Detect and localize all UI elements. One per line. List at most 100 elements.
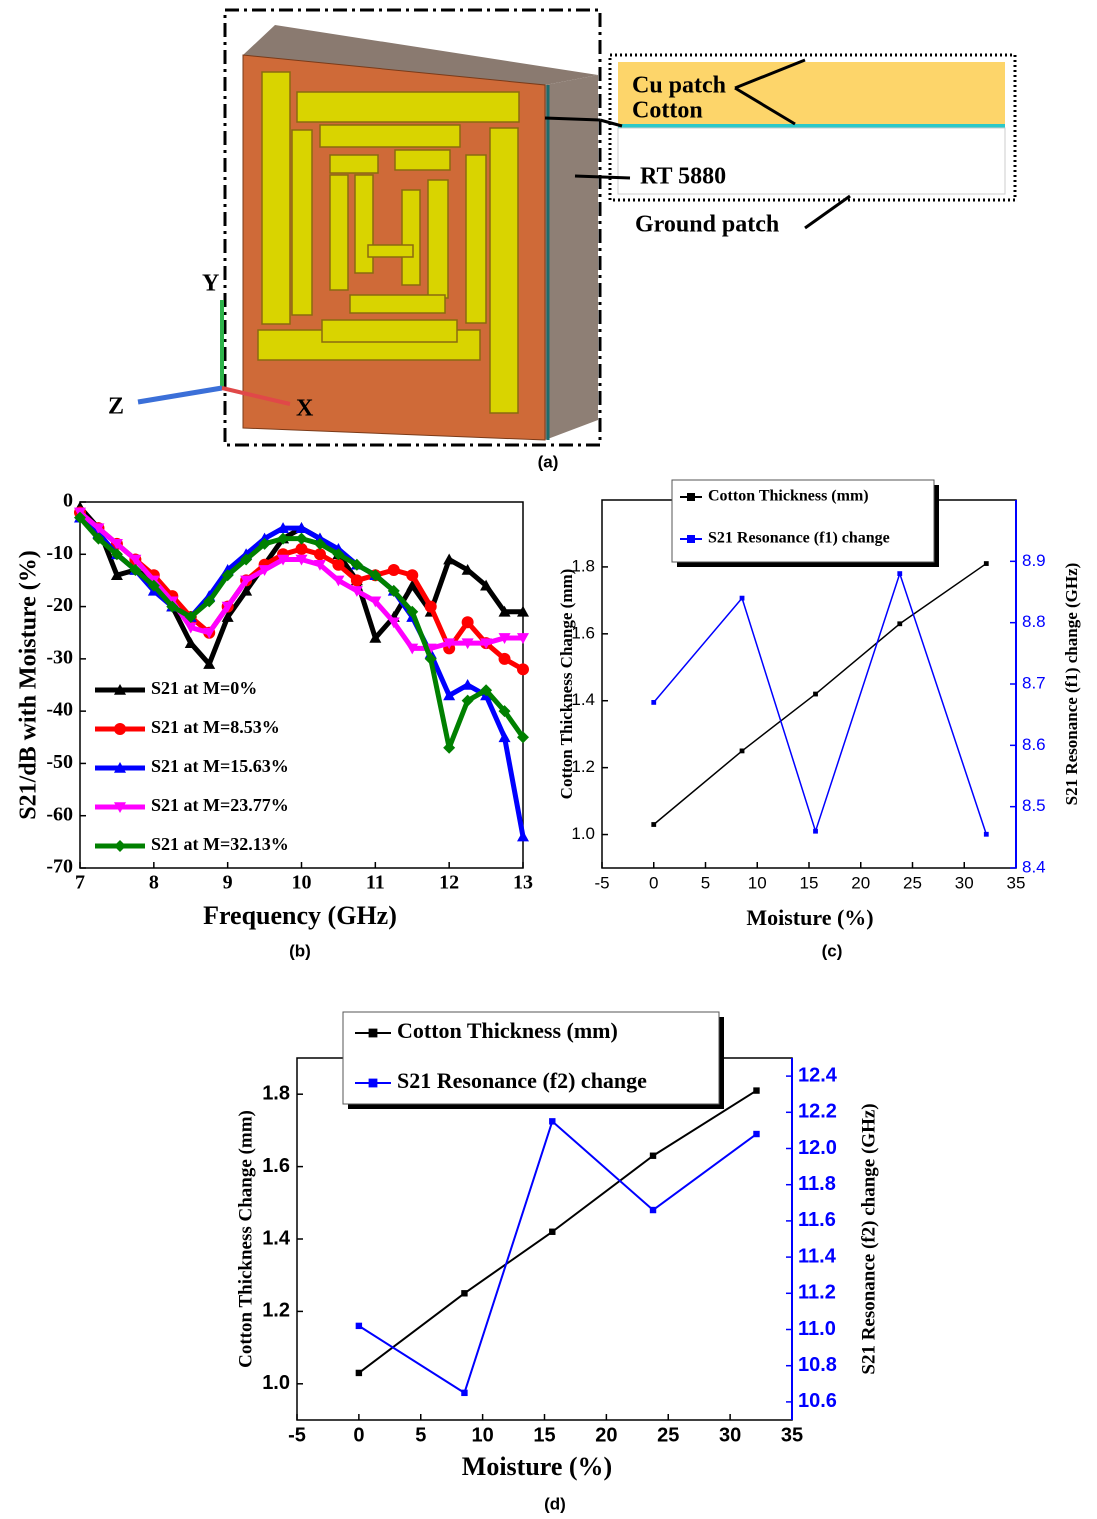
x-tick-label: 11 bbox=[366, 872, 385, 894]
x-tick-label: 8 bbox=[149, 872, 159, 894]
x-tick-label: 15 bbox=[533, 1424, 555, 1446]
marker bbox=[549, 1118, 555, 1124]
marker bbox=[687, 493, 695, 501]
x-tick-label: 0 bbox=[353, 1424, 364, 1446]
y-tick-label: -50 bbox=[46, 751, 73, 773]
legend-label: S21 at M=32.13% bbox=[151, 834, 289, 854]
y-tick-label: -70 bbox=[46, 856, 73, 878]
y2-tick-label: 11.6 bbox=[798, 1209, 836, 1231]
plot-frame bbox=[297, 1058, 792, 1420]
panel-label: (b) bbox=[289, 941, 311, 960]
marker bbox=[462, 679, 474, 690]
marker bbox=[369, 1079, 378, 1088]
legend-label: S21 at M=15.63% bbox=[151, 756, 289, 776]
x-tick-label: 10 bbox=[292, 872, 312, 894]
x-tick-label: 20 bbox=[851, 873, 870, 892]
y-tick-label: 0 bbox=[63, 490, 73, 512]
axis-z-arrow bbox=[138, 388, 222, 402]
y-axis-label: Cotton Thickness Change (mm) bbox=[235, 1110, 256, 1368]
marker bbox=[517, 831, 529, 842]
marker bbox=[740, 749, 745, 754]
y-tick-label: -30 bbox=[46, 646, 73, 668]
x-axis-label: Frequency (GHz) bbox=[203, 901, 397, 930]
marker bbox=[897, 571, 902, 576]
y-axis-label: Cotton Thickness Change (mm) bbox=[557, 569, 576, 800]
marker bbox=[740, 596, 745, 601]
y-tick-label: -20 bbox=[46, 594, 73, 616]
y-tick-label: -40 bbox=[46, 699, 73, 721]
legend-label: Cotton Thickness (mm) bbox=[708, 488, 869, 505]
y2-tick-label: 11.8 bbox=[798, 1173, 836, 1195]
marker bbox=[296, 543, 308, 555]
x-tick-label: -5 bbox=[594, 873, 609, 892]
x-tick-label: 35 bbox=[781, 1424, 803, 1446]
marker bbox=[356, 1370, 362, 1376]
marker bbox=[114, 840, 126, 852]
diagram: Y Z X Cu patch Cotton RT 5880 Ground pat… bbox=[108, 10, 1015, 471]
y2-tick-label: 11.4 bbox=[798, 1245, 837, 1267]
marker bbox=[687, 535, 695, 543]
y2-axis-label: S21 Resonance (f2) change (GHz) bbox=[858, 1103, 879, 1374]
x-tick-label: 13 bbox=[513, 872, 533, 894]
y-tick-label: 1.8 bbox=[262, 1082, 290, 1104]
x-axis-label: Moisture (%) bbox=[746, 905, 873, 930]
x-tick-label: 0 bbox=[649, 873, 658, 892]
legend-label: S21 Resonance (f2) change bbox=[397, 1068, 647, 1093]
legend-label: S21 at M=23.77% bbox=[151, 795, 289, 815]
marker bbox=[753, 1131, 759, 1137]
cu-patch-label: Cu patch bbox=[632, 73, 726, 99]
y2-tick-label: 8.7 bbox=[1022, 673, 1046, 692]
y2-tick-label: 12.0 bbox=[798, 1137, 837, 1159]
series-line bbox=[359, 1121, 757, 1393]
y2-tick-label: 12.4 bbox=[798, 1064, 838, 1086]
axis-y-label: Y bbox=[202, 271, 219, 297]
marker bbox=[369, 1029, 378, 1038]
series-line bbox=[359, 1091, 757, 1373]
legend-label: S21 Resonance (f1) change bbox=[708, 530, 890, 547]
marker bbox=[517, 663, 529, 675]
figure: Y Z X Cu patch Cotton RT 5880 Ground pat… bbox=[0, 0, 1097, 1519]
marker bbox=[461, 1290, 467, 1296]
y2-tick-label: 11.2 bbox=[798, 1282, 836, 1304]
panel-label: (c) bbox=[822, 941, 843, 960]
x-tick-label: 12 bbox=[439, 872, 459, 894]
y2-tick-label: 10.6 bbox=[798, 1390, 837, 1412]
series-line bbox=[654, 574, 987, 835]
marker bbox=[549, 1229, 555, 1235]
x-tick-label: 9 bbox=[223, 872, 233, 894]
y-tick-label: 1.2 bbox=[262, 1300, 290, 1322]
y2-tick-label: 8.8 bbox=[1022, 612, 1046, 631]
marker bbox=[813, 692, 818, 697]
ground-label: Ground patch bbox=[635, 212, 779, 238]
legend-label: S21 at M=8.53% bbox=[151, 717, 280, 737]
x-tick-label: 10 bbox=[472, 1424, 494, 1446]
axis-x-label: X bbox=[296, 396, 314, 422]
cotton-label: Cotton bbox=[632, 98, 703, 124]
y2-tick-label: 12.2 bbox=[798, 1101, 837, 1123]
y-tick-label: 1.4 bbox=[262, 1227, 291, 1249]
marker bbox=[406, 569, 418, 581]
marker bbox=[388, 564, 400, 576]
marker bbox=[984, 832, 989, 837]
y2-tick-label: 8.6 bbox=[1022, 735, 1046, 754]
y2-tick-label: 8.5 bbox=[1022, 796, 1046, 815]
y-axis-label: S21/dB with Moisture (%) bbox=[16, 550, 42, 820]
legend-label: S21 at M=0% bbox=[151, 678, 257, 698]
x-tick-label: 10 bbox=[748, 873, 767, 892]
marker bbox=[499, 653, 511, 665]
marker bbox=[332, 559, 344, 571]
panel-label: (d) bbox=[544, 1494, 566, 1513]
y-tick-label: -10 bbox=[46, 542, 73, 564]
marker bbox=[650, 1207, 656, 1213]
x-tick-label: -5 bbox=[288, 1424, 306, 1446]
y-tick-label: 1.6 bbox=[262, 1155, 290, 1177]
marker bbox=[314, 548, 326, 560]
axis-z-label: Z bbox=[108, 394, 124, 420]
x-tick-label: 5 bbox=[701, 873, 710, 892]
marker bbox=[351, 574, 363, 586]
substrate-label: RT 5880 bbox=[640, 164, 726, 190]
marker bbox=[462, 616, 474, 628]
y2-tick-label: 8.9 bbox=[1022, 551, 1046, 570]
x-tick-label: 5 bbox=[415, 1424, 426, 1446]
x-tick-label: 7 bbox=[75, 872, 85, 894]
